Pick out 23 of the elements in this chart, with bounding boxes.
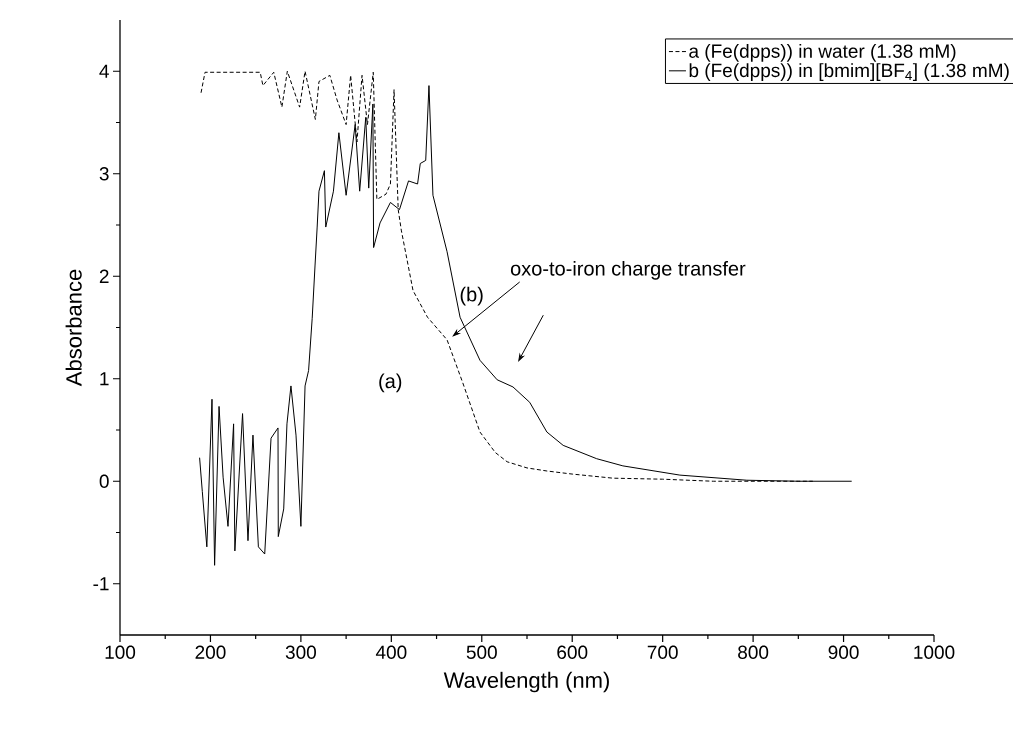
x-tick-label: 700 [647, 645, 678, 659]
x-tick-label: 900 [828, 645, 859, 659]
annotation: (a) [379, 373, 402, 393]
y-tick-label: -1 [93, 577, 109, 591]
y-tick-label: 0 [99, 474, 109, 488]
y-tick-label: 2 [99, 269, 109, 283]
x-tick-label: 100 [105, 645, 136, 659]
y-tick-label: 4 [99, 64, 109, 78]
x-tick-label: 500 [466, 645, 497, 659]
x-tick-label: 600 [557, 645, 588, 659]
x-tick-label: 1000 [914, 645, 955, 659]
annotation: (b) [460, 286, 483, 306]
y-tick-label: 3 [99, 167, 109, 181]
legend-label: b (Fe(dpps)) in [bmim][BF$_{4}$] (1.38 mM) [689, 63, 1009, 81]
x-tick-label: 400 [375, 645, 407, 659]
x-tick-label: 800 [738, 645, 769, 659]
legend-label: a (Fe(dpps)) in water (1.38 mM) [689, 43, 956, 62]
x-tick-label: 300 [285, 645, 316, 659]
y-axis-title: Absorbance [65, 269, 82, 387]
y-tick-label: 1 [100, 372, 109, 386]
annotation: oxo-to-iron charge transfer [510, 260, 746, 280]
x-axis-title: Wavelength (nm) [443, 671, 609, 693]
x-tick-label: 200 [195, 645, 226, 659]
